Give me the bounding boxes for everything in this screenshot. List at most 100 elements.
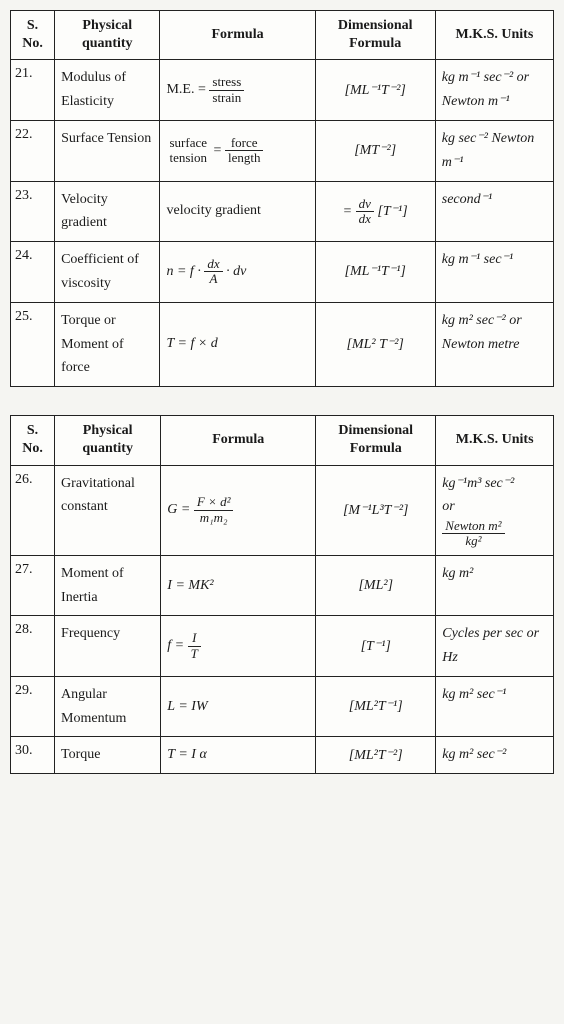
row-pq: Surface Tension — [55, 120, 160, 181]
table-row: 24. Coefficient of viscosity n = f · dx … — [11, 242, 554, 303]
header-pq: Physical quantity — [55, 11, 160, 60]
row-formula: velocity gradient — [160, 181, 315, 242]
lhs-top: surface — [166, 136, 210, 150]
row-no: 25. — [11, 302, 55, 386]
denominator: kg² — [442, 534, 504, 548]
table-row: 22. Surface Tension surface tension = fo… — [11, 120, 554, 181]
lhs-bot: tension — [166, 151, 210, 165]
fraction: I T — [188, 631, 201, 661]
row-mks: Cycles per sec or Hz — [436, 616, 554, 677]
row-no: 26. — [11, 465, 55, 555]
denominator: T — [188, 647, 201, 661]
row-pq: Velocity gradient — [55, 181, 160, 242]
row-no: 29. — [11, 676, 55, 737]
table-row: 25. Torque or Moment of force T = f × d … — [11, 302, 554, 386]
formula-prefix: M.E. = — [166, 82, 209, 97]
header-sno: S. No. — [11, 11, 55, 60]
row-no: 30. — [11, 737, 55, 774]
numerator: dv — [356, 197, 374, 212]
row-dim: [ML⁻¹T⁻¹] — [315, 242, 435, 303]
row-pq: Torque or Moment of force — [55, 302, 160, 386]
header-sno: S. No. — [11, 416, 55, 465]
row-no: 21. — [11, 60, 55, 121]
row-no: 27. — [11, 555, 55, 616]
row-dim: [ML²T⁻²] — [316, 737, 436, 774]
numerator: stress — [209, 75, 244, 90]
row-mks: kg m⁻¹ sec⁻² or Newton m⁻¹ — [435, 60, 553, 121]
formula-suffix: · dv — [226, 264, 246, 279]
table1-header: S. No. Physical quantity Formula Dimensi… — [11, 11, 554, 60]
row-formula: G = F × d² m₁m₂ — [161, 465, 316, 555]
row-dim: [ML⁻¹T⁻²] — [315, 60, 435, 121]
row-dim: = dv dx [T⁻¹] — [315, 181, 435, 242]
row-mks: kg m² sec⁻¹ — [436, 676, 554, 737]
header-mks: M.K.S. Units — [436, 416, 554, 465]
row-formula: M.E. = stress strain — [160, 60, 315, 121]
fraction-lhs: surface tension — [166, 136, 210, 165]
fraction: stress strain — [209, 75, 244, 105]
formula-prefix: G = — [167, 502, 194, 517]
row-dim: [ML²] — [316, 555, 436, 616]
fraction: Newton m² kg² — [442, 519, 504, 549]
row-no: 28. — [11, 616, 55, 677]
table-row: 21. Modulus of Elasticity M.E. = stress … — [11, 60, 554, 121]
numerator: Newton m² — [442, 519, 504, 534]
row-formula: f = I T — [161, 616, 316, 677]
header-pq: Physical quantity — [55, 416, 161, 465]
table2-header: S. No. Physical quantity Formula Dimensi… — [11, 416, 554, 465]
row-pq: Gravitational constant — [55, 465, 161, 555]
numerator: dx — [204, 257, 222, 272]
header-dim: Dimensional Formula — [316, 416, 436, 465]
denominator: dx — [356, 212, 374, 226]
row-formula: I = MK² — [161, 555, 316, 616]
row-pq: Angular Momentum — [55, 676, 161, 737]
dim-prefix: = — [343, 204, 356, 219]
fraction: force length — [225, 136, 264, 166]
fraction: dx A — [204, 257, 222, 287]
denominator: length — [225, 151, 264, 165]
row-mks: second⁻¹ — [435, 181, 553, 242]
numerator: I — [188, 631, 201, 646]
fraction: dv dx — [356, 197, 374, 227]
denominator: m₁m₂ — [194, 511, 234, 525]
row-mks: kg m² sec⁻² — [436, 737, 554, 774]
header-formula: Formula — [160, 11, 315, 60]
row-no: 24. — [11, 242, 55, 303]
table-row: 27. Moment of Inertia I = MK² [ML²] kg m… — [11, 555, 554, 616]
row-pq: Moment of Inertia — [55, 555, 161, 616]
formula-prefix: n = f · — [166, 264, 204, 279]
table-row: 28. Frequency f = I T [T⁻¹] Cycles per s… — [11, 616, 554, 677]
row-mks: kg sec⁻² Newton m⁻¹ — [435, 120, 553, 181]
row-dim: [T⁻¹] — [316, 616, 436, 677]
row-no: 23. — [11, 181, 55, 242]
row-mks: kg m⁻¹ sec⁻¹ — [435, 242, 553, 303]
denominator: A — [204, 272, 222, 286]
row-pq: Coefficient of viscosity — [55, 242, 160, 303]
table-row: 29. Angular Momentum L = IW [ML²T⁻¹] kg … — [11, 676, 554, 737]
physics-table-2: S. No. Physical quantity Formula Dimensi… — [10, 415, 554, 774]
table-row: 23. Velocity gradient velocity gradient … — [11, 181, 554, 242]
row-mks: kg m² — [436, 555, 554, 616]
row-pq: Frequency — [55, 616, 161, 677]
row-mks: kg m² sec⁻² or Newton metre — [435, 302, 553, 386]
header-formula: Formula — [161, 416, 316, 465]
table-row: 26. Gravitational constant G = F × d² m₁… — [11, 465, 554, 555]
table-row: 30. Torque T = I α [ML²T⁻²] kg m² sec⁻² — [11, 737, 554, 774]
header-mks: M.K.S. Units — [435, 11, 553, 60]
numerator: force — [225, 136, 264, 151]
equals: = — [214, 143, 225, 158]
row-pq: Torque — [55, 737, 161, 774]
row-formula: L = IW — [161, 676, 316, 737]
fraction: F × d² m₁m₂ — [194, 495, 234, 525]
row-dim: [ML² T⁻²] — [315, 302, 435, 386]
numerator: F × d² — [194, 495, 234, 510]
row-pq: Modulus of Elasticity — [55, 60, 160, 121]
row-no: 22. — [11, 120, 55, 181]
row-formula: surface tension = force length — [160, 120, 315, 181]
row-formula: n = f · dx A · dv — [160, 242, 315, 303]
formula-prefix: f = — [167, 638, 187, 653]
row-formula: T = f × d — [160, 302, 315, 386]
dim-suffix: [T⁻¹] — [377, 204, 407, 219]
denominator: strain — [209, 91, 244, 105]
row-dim: [MT⁻²] — [315, 120, 435, 181]
